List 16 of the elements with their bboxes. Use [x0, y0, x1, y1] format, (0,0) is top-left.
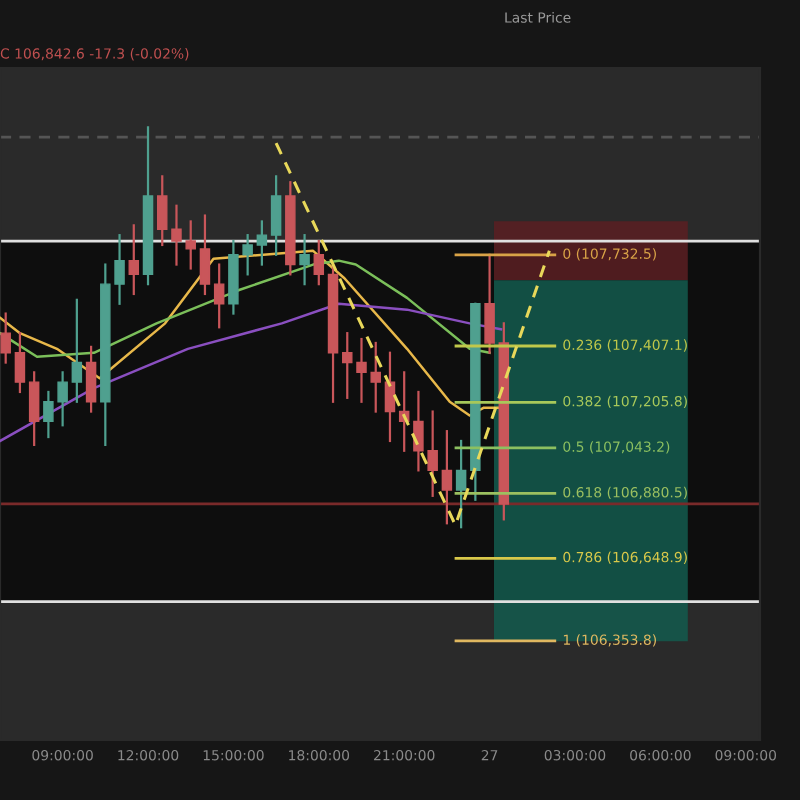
candlestick — [313, 239, 325, 286]
candlestick — [299, 234, 310, 286]
candlestick — [71, 298, 83, 403]
candlestick — [256, 220, 268, 266]
candlestick — [484, 253, 495, 354]
candlestick — [156, 175, 168, 247]
candlestick — [85, 345, 97, 413]
candlestick — [441, 430, 453, 525]
candlestick — [455, 439, 467, 529]
candlestick — [0, 312, 11, 364]
candlestick — [128, 224, 140, 296]
candlestick — [199, 214, 211, 296]
candlestick — [270, 175, 282, 256]
candlestick — [213, 263, 225, 329]
candlestick — [14, 332, 26, 394]
candlestick — [28, 371, 40, 446]
